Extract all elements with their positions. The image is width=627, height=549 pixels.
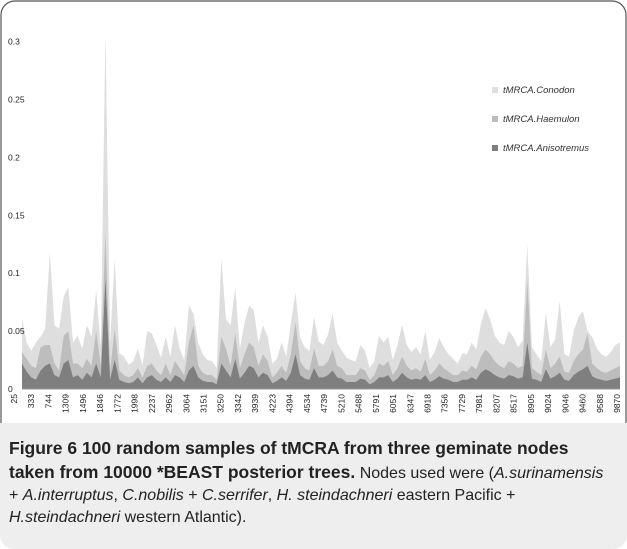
y-tick-label: 0 [8,384,13,394]
x-tick-label: 25 [9,394,19,404]
x-tick-label: 6918 [423,394,433,413]
y-tick-label: 0.3 [8,37,20,47]
series-area-tMRCA.Haemulon [22,232,620,389]
x-tick-label: 9588 [595,394,605,413]
y-tick-label: 0.05 [8,326,25,336]
caption-text: western Atlantic). [120,509,247,526]
x-tick-label: 4739 [319,394,329,413]
series-area-tMRCA.Anisotremus [22,278,620,389]
species-name: C.serrifer [202,487,268,504]
legend-swatch [492,87,498,93]
x-tick-label: 3342 [233,394,243,413]
x-tick-label: 1496 [78,394,88,413]
area-chart: 0 0.05 0.1 0.15 0.2 0.25 0.3 25 333 744 1309 1496 1… [0,0,627,425]
legend-label: tMRCA.Haemulon [503,114,580,125]
y-tick-label: 0.25 [8,94,25,104]
caption-title: 100 random samples of tMCRA from three g… [9,438,569,482]
species-name: H.steindachneri [9,509,121,526]
x-tick-label: 9024 [543,394,553,413]
x-tick-label: 6051 [388,394,398,413]
x-tick-label: 2237 [147,394,157,413]
x-tick-label: 1309 [61,394,71,413]
x-tick-label: 5791 [371,394,381,413]
x-tick-label: 7981 [474,394,484,413]
x-tick-label: 3250 [216,394,226,413]
caption-panel [0,423,627,549]
x-tick-label: 5210 [336,394,346,413]
caption-text: eastern Pacific + [392,487,516,504]
series-area-tMRCA.Conodon [22,32,620,389]
x-tick-label: 8207 [491,394,501,413]
species-name: C.nobilis [122,487,184,504]
caption-text: + [183,487,202,504]
x-tick-label: 4394 [285,394,295,413]
x-tick-label: 9460 [578,394,588,413]
x-tick-label: 9870 [612,394,622,413]
x-tick-label: 9046 [560,394,570,413]
species-name: A.interruptus [22,487,114,504]
y-tick-label: 0.2 [8,152,20,162]
legend-label: tMRCA.Anisotremus [503,143,589,154]
species-name: A.surinamensis [493,465,604,482]
caption-text: , [267,487,277,504]
x-tick-label: 6347 [405,394,415,413]
x-tick-label: 3151 [199,394,209,413]
legend-swatch [492,145,498,151]
x-tick-label: 7729 [457,394,467,413]
caption-text: Nodes used were ( [355,465,494,482]
legend-swatch [492,116,498,122]
caption-label: Figure 6 [9,438,78,458]
x-tick-label: 5488 [354,394,364,413]
figure-caption: Figure 6 100 random samples of tMCRA fro… [9,437,614,529]
y-tick-label: 0.15 [8,210,25,220]
species-name: H. steindachneri [276,487,393,504]
x-tick-label: 4534 [302,394,312,413]
x-tick-label: 1998 [130,394,140,413]
x-tick-label: 744 [44,394,54,408]
caption-text: , [113,487,123,504]
x-tick-label: 4223 [267,394,277,413]
chart-border [0,0,627,425]
x-tick-label: 1846 [95,394,105,413]
x-tick-label: 8905 [526,394,536,413]
legend-label: tMRCA.Conodon [503,85,575,96]
x-tick-label: 333 [26,394,36,408]
x-tick-label: 1772 [112,394,122,413]
caption-text: + [9,487,23,504]
x-tick-label: 7356 [440,394,450,413]
x-tick-label: 8517 [509,394,519,413]
y-tick-label: 0.1 [8,268,20,278]
x-tick-label: 3939 [250,394,260,413]
x-tick-label: 3064 [181,394,191,413]
x-tick-label: 2962 [164,394,174,413]
